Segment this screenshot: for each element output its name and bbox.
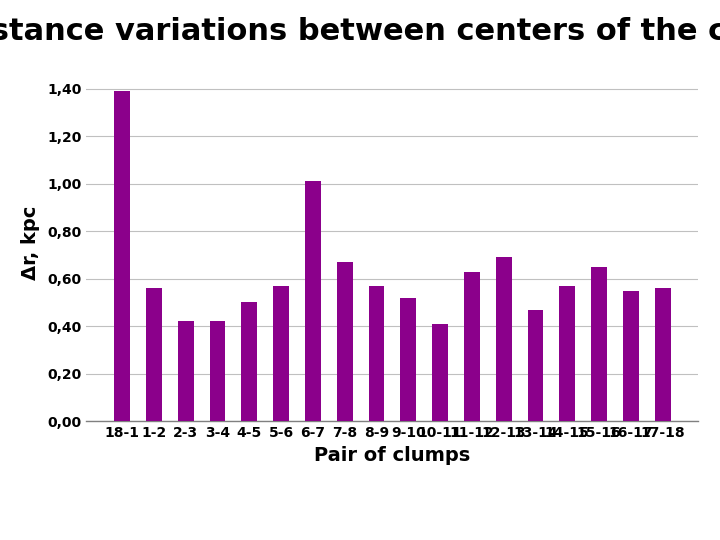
Bar <box>432 324 448 421</box>
Bar <box>114 91 130 421</box>
Bar <box>654 288 670 421</box>
Bar <box>496 257 512 421</box>
Bar <box>210 321 225 421</box>
Bar <box>146 288 162 421</box>
Title: Distance variations between centers of the clumps: Distance variations between centers of t… <box>0 17 720 46</box>
Bar <box>623 291 639 421</box>
Bar <box>591 267 607 421</box>
Bar <box>464 272 480 421</box>
Bar <box>337 262 353 421</box>
Bar <box>178 321 194 421</box>
X-axis label: Pair of clumps: Pair of clumps <box>314 446 471 464</box>
Y-axis label: Δr, kpc: Δr, kpc <box>21 206 40 280</box>
Bar <box>241 302 257 421</box>
Bar <box>528 309 544 421</box>
Bar <box>305 181 321 421</box>
Bar <box>400 298 416 421</box>
Bar <box>273 286 289 421</box>
Bar <box>369 286 384 421</box>
Bar <box>559 286 575 421</box>
